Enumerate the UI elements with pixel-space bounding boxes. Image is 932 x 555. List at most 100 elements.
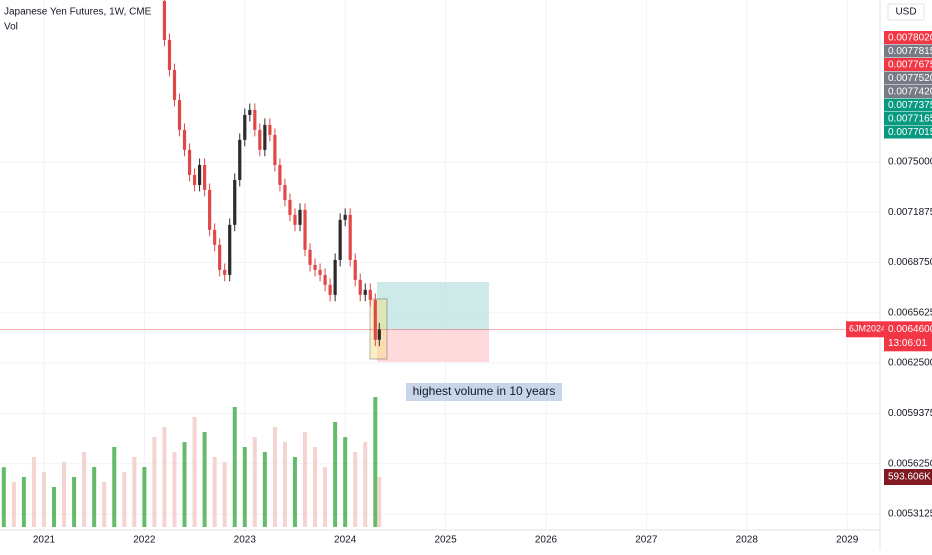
volume-bar (313, 446, 318, 527)
candle (278, 158, 282, 192)
y-tick-label: 0.0059375 (888, 408, 932, 419)
candle-body (258, 129, 262, 150)
volume-bar (41, 471, 46, 527)
volume-bar (152, 437, 157, 527)
candle-body (177, 99, 182, 130)
volume-bar (292, 457, 297, 527)
candle (233, 173, 237, 232)
volume-bar (252, 437, 257, 527)
volume-bar (323, 467, 328, 527)
candle-body (208, 189, 212, 230)
volume-pane (1, 397, 382, 527)
candle (328, 278, 332, 302)
candle (263, 118, 267, 157)
candle-body (172, 70, 177, 100)
candle (293, 208, 297, 232)
volume-bar (212, 457, 217, 527)
candle-body (253, 109, 257, 130)
volume-bar (282, 442, 287, 527)
volume-bar (182, 442, 187, 527)
candle (303, 203, 307, 257)
volume-bar (377, 476, 382, 527)
candle-body (338, 219, 342, 260)
x-tick-label: 2024 (334, 535, 357, 546)
candle (167, 33, 172, 77)
volume-bar (92, 467, 97, 527)
candle-body (192, 174, 197, 185)
volume-bar (52, 486, 57, 527)
volume-bar (242, 446, 247, 527)
candle-body (218, 244, 222, 270)
volume-bar (112, 446, 117, 527)
x-tick-label: 2025 (434, 535, 457, 546)
candle-body (303, 209, 307, 250)
price-label: 0.0077165 (888, 113, 932, 124)
volume-badge-label: 593.606K (888, 472, 931, 483)
currency-button[interactable] (887, 3, 925, 21)
volume-bar (303, 431, 308, 527)
candle-body (333, 259, 337, 295)
candle (273, 128, 277, 172)
candle (258, 123, 262, 157)
candle-body (283, 184, 287, 200)
candle (182, 123, 187, 157)
volume-badge (884, 468, 932, 485)
price-label-badge (884, 71, 932, 85)
volume-bar (333, 421, 338, 527)
candle-body (213, 229, 217, 245)
y-tick-label: 0.0062500 (888, 358, 932, 369)
candle-body (363, 289, 367, 295)
candle-body (298, 209, 302, 225)
countdown-label: 13:06:01 (888, 338, 927, 349)
candle-body (288, 199, 292, 215)
candle-body (343, 214, 347, 220)
price-label-badge (884, 85, 932, 98)
candle-body (348, 214, 352, 260)
profit-zone (377, 282, 489, 330)
price-label-badge (884, 112, 932, 125)
price-label: 0.0077375 (888, 100, 932, 111)
candle (213, 223, 217, 252)
candle (313, 258, 317, 277)
candles (162, 0, 381, 347)
y-tick-label: 0.0065625 (888, 307, 932, 318)
volume-bar (232, 406, 237, 527)
candle (208, 183, 212, 237)
symbol-badge (846, 321, 884, 338)
volume-bar (363, 442, 368, 527)
candle-body (203, 164, 207, 190)
candle-body (182, 129, 187, 150)
candle-body (263, 124, 267, 150)
price-label: 0.0077675 (888, 59, 932, 70)
volume-bar (262, 452, 267, 527)
candle (318, 263, 322, 282)
y-tick-label: 0.0068750 (888, 257, 932, 268)
candle (187, 143, 192, 182)
candle (268, 118, 272, 142)
y-tick-label: 0.0056250 (888, 458, 932, 469)
candle (348, 208, 352, 267)
price-label: 0.0078020 (888, 32, 932, 43)
volume-bar (62, 461, 67, 527)
candle (377, 322, 381, 347)
chart-title: Japanese Yen Futures, 1W, CME (4, 7, 152, 18)
x-tick-label: 2027 (635, 535, 658, 546)
price-label: 0.0077015 (888, 127, 932, 138)
candle (172, 63, 177, 107)
loss-zone (377, 330, 489, 362)
candle (228, 218, 232, 282)
candle-body (197, 164, 202, 185)
x-tick-label: 2022 (133, 535, 156, 546)
candle (238, 133, 242, 187)
volume-bar (373, 397, 378, 527)
candle-body (328, 284, 332, 295)
candle (358, 273, 362, 302)
candle-body (323, 274, 327, 285)
price-label-badge (884, 58, 932, 71)
currency[interactable]: USD (895, 7, 916, 18)
candle-body (278, 164, 282, 185)
volume-bar (353, 452, 358, 527)
candle (368, 283, 372, 307)
volume-bar (142, 467, 147, 527)
